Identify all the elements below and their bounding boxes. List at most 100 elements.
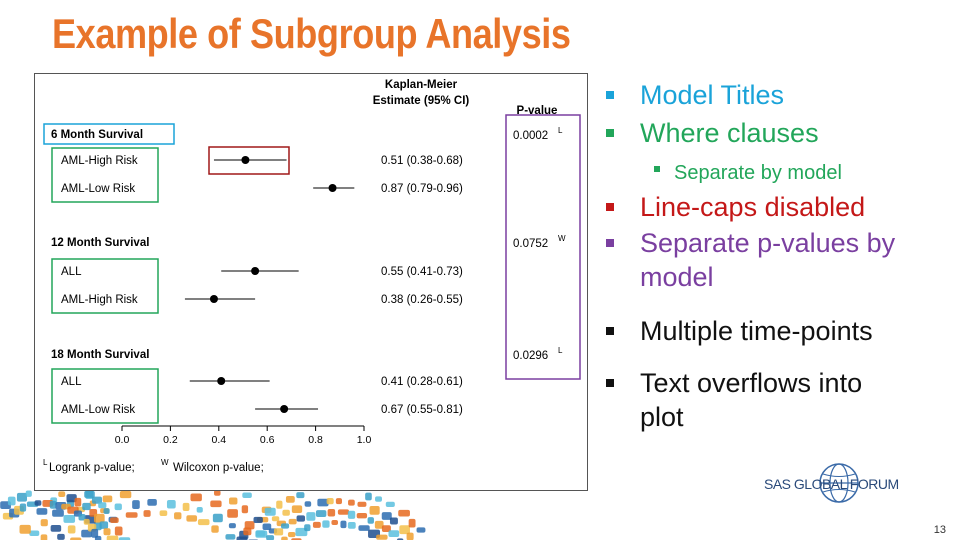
bullet-square-icon [606,203,614,211]
decorative-cell [304,524,311,532]
group-title: 6 Month Survival [51,129,143,141]
decorative-cell [103,508,110,514]
decorative-cell [174,512,182,520]
decorative-cell [416,527,426,533]
decorative-cell [70,537,82,540]
decorative-cell [50,524,62,532]
group-title: 18 Month Survival [51,349,149,361]
header-pvalue: P-value [517,105,558,117]
decorative-cell [385,501,395,508]
decorative-cell [374,520,384,529]
where-clause-highlight-box-2 [51,258,159,314]
decorative-cell [186,515,198,522]
decorative-cell [58,491,66,497]
decorative-cell [29,530,40,537]
decorative-cell [358,525,370,531]
decorative-cell [166,500,176,509]
estimate-point [241,156,250,164]
decorative-cell [19,524,31,534]
bullet-text: Model Titles [640,80,785,110]
decorative-cell [296,492,305,499]
decorative-cell [271,516,280,522]
decorative-cell [281,536,288,540]
estimate-text: 0.67 (0.55-0.81) [381,404,463,416]
decorative-cell [357,501,367,507]
decorative-cell [337,509,350,515]
decorative-cell [273,528,284,536]
decorative-cell [304,501,312,507]
decorative-cell [159,510,168,517]
decorative-cell [84,490,95,498]
decorative-cell [225,534,236,540]
decorative-cell [340,520,347,529]
decorative-cell [110,517,119,524]
decorative-cell [52,509,64,517]
footnote-superscript: W [161,458,169,467]
decorative-cell [190,493,202,502]
decorative-cell [335,498,342,505]
bullet-text: Where clauses [640,118,819,148]
decorative-cell [57,533,65,540]
estimate-text: 0.87 (0.79-0.96) [381,183,463,195]
forest-plot-svg: Kaplan-Meier Estimate (95% CI) P-value 6 Mo… [43,79,581,474]
decorative-cell [398,509,410,517]
decorative-cell [242,492,252,499]
row-label: AML-Low Risk [61,404,135,416]
decorative-cell [91,496,103,504]
decorative-cell [132,500,140,509]
decorative-cell [40,534,48,540]
bullet-square-icon [654,166,660,172]
decorative-cell [182,502,190,512]
decorative-cell [106,535,119,540]
decorative-cell [81,529,92,538]
decorative-cell [98,502,107,509]
decorative-cell [331,520,338,526]
bullet-square-icon [606,239,614,247]
decorative-cell [389,517,398,525]
estimate-point [209,295,218,303]
decorative-cell [94,535,102,540]
decorative-cell [369,505,380,515]
estimate-text: 0.51 (0.38-0.68) [381,155,463,167]
decorative-cell [228,523,236,529]
decorative-cell [367,517,374,524]
decorative-cell [197,519,210,526]
row-label: AML-Low Risk [61,183,135,195]
decorative-cell [236,536,248,540]
decorative-cell [74,497,82,507]
x-tick-label: 1.0 [357,434,372,446]
decorative-cell [19,503,27,512]
decorative-cell [406,532,414,540]
decorative-cell [348,499,355,506]
bullet-square-icon [606,91,614,99]
footnote-superscript: L [43,458,48,467]
decorative-cell [327,509,336,517]
row-label: AML-High Risk [61,294,138,306]
decorative-cell [347,510,356,519]
footnote-text: Wilcoxon p-value; [173,462,264,474]
bullet-text: Multiple time-points [640,316,873,346]
estimate-text: 0.41 (0.28-0.61) [381,376,463,388]
globe-logo-icon [819,463,859,503]
decorative-cell [67,525,76,534]
bullet-text: Text overflows into [640,368,863,398]
decorative-cell [375,496,382,502]
decorative-cell [114,526,123,536]
decorative-cell [315,510,327,517]
decorative-cell [119,491,132,499]
decorative-cell [78,513,86,521]
bullet-square-icon [606,379,614,387]
decorative-cell [322,520,330,528]
where-clause-highlight-box-1 [51,147,159,203]
decorative-cell [280,523,290,529]
sas-global-forum-logo: SAS GLOBAL FORUM [764,476,899,492]
decorative-cell [25,490,32,497]
row-label: ALL [61,376,82,388]
decorative-cell [347,522,356,529]
decorative-cell [388,530,400,537]
decorative-cell [287,531,296,538]
x-tick-label: 0.2 [163,434,178,446]
decorative-cell [306,512,316,521]
decorative-cell [381,512,392,520]
group-pvalue: 0.0296 [513,350,548,362]
